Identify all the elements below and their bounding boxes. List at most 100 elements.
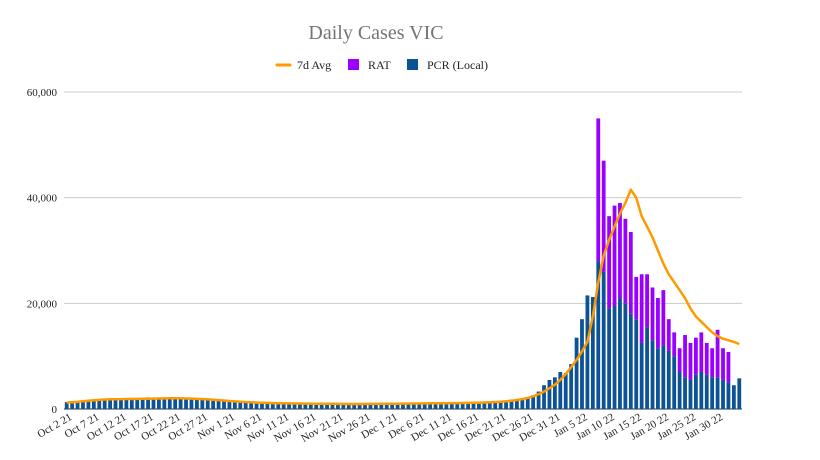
bar-pcr [254,403,259,409]
bar-pcr [189,398,194,409]
bar-pcr [683,377,687,409]
bar-pcr [672,356,677,409]
bar-pcr [298,403,302,409]
bar-pcr [390,403,395,409]
bar-pcr [612,305,617,409]
bar-rat [656,298,660,349]
bar-rat [618,202,622,299]
bar-rat [639,274,644,343]
bar-pcr [531,395,536,409]
bar-rat [612,205,617,306]
bar-pcr [656,348,660,409]
y-tick-label: 40,000 [27,193,58,205]
bar-pcr [466,402,470,409]
avg-line [66,188,740,406]
bar-pcr [601,271,606,409]
bar-pcr [368,403,373,409]
bar-pcr [574,337,579,409]
bar-pcr [444,402,449,409]
bar-pcr [314,403,319,409]
bar-pcr [194,398,199,409]
bar-pcr [178,399,183,409]
bar-pcr [693,374,698,409]
y-tick-label: 60,000 [27,87,58,99]
bar-pcr [580,319,584,409]
bar-pcr [243,402,248,409]
bar-pcr [319,403,324,409]
bar-pcr [688,379,693,409]
bar-rat [721,348,725,380]
bar-pcr [395,403,400,409]
bar-pcr [721,379,725,409]
bar-pcr [260,402,264,409]
bar-pcr [449,403,454,409]
bar-pcr [515,398,519,409]
bar-pcr [81,401,85,409]
bar-rat [601,160,606,272]
bar-pcr [422,403,427,409]
bar-pcr [140,398,145,409]
bar-pcr [276,403,281,409]
legend-rat-label: RAT [368,58,391,72]
bar-rat [699,332,704,373]
bar-rat [628,232,633,314]
y-tick-label: 0 [52,404,58,416]
bar-pcr [384,403,389,409]
bar-pcr [661,345,666,409]
bar-pcr [536,391,541,409]
bar-pcr [341,403,346,409]
bar-rat [623,218,628,304]
bar-pcr [119,398,123,409]
bar-pcr [607,308,612,409]
bar-pcr [471,402,476,409]
bar-pcr [439,403,443,409]
bar-pcr [232,401,237,409]
bar-pcr [97,400,102,409]
bar-pcr [433,403,438,409]
bar-rat [693,337,698,375]
bar-pcr [401,403,405,409]
bar-pcr [167,398,172,409]
bar-pcr [211,399,216,409]
bar-pcr [216,400,221,409]
bar-rat [683,335,687,378]
bar-pcr [547,379,552,409]
bar-pcr [406,403,411,409]
bar-pcr [352,404,357,409]
bar-pcr [379,403,384,409]
bar-pcr [563,373,568,409]
bar-pcr [715,377,720,409]
bar-pcr [542,385,546,409]
bar-pcr [303,403,308,409]
bar-pcr [455,402,460,409]
bar-pcr [346,404,351,409]
bar-pcr [460,403,465,409]
bar-pcr [504,400,508,409]
bar-pcr [650,340,655,409]
bar-pcr [265,403,270,409]
bar-pcr [363,403,367,409]
bar-pcr [639,342,644,409]
bar-pcr [108,399,113,409]
bar-pcr [270,403,275,409]
bar-pcr [162,398,167,409]
bar-rat [688,342,693,380]
bar-rat [661,290,666,346]
bar-pcr [157,398,161,409]
bar-pcr [129,398,134,409]
bar-pcr [91,400,96,409]
legend-avg-label: 7d Avg [297,58,331,72]
bar-pcr [292,403,297,409]
bar-rat [726,351,731,383]
bar-pcr [509,399,514,409]
bar-pcr [308,403,313,409]
bar-pcr [75,402,80,409]
bar-pcr [373,404,378,409]
bar-pcr [330,403,335,409]
bar-pcr [428,403,433,409]
bar-pcr [482,402,487,409]
bar-rat [634,276,639,320]
bars [64,118,742,409]
